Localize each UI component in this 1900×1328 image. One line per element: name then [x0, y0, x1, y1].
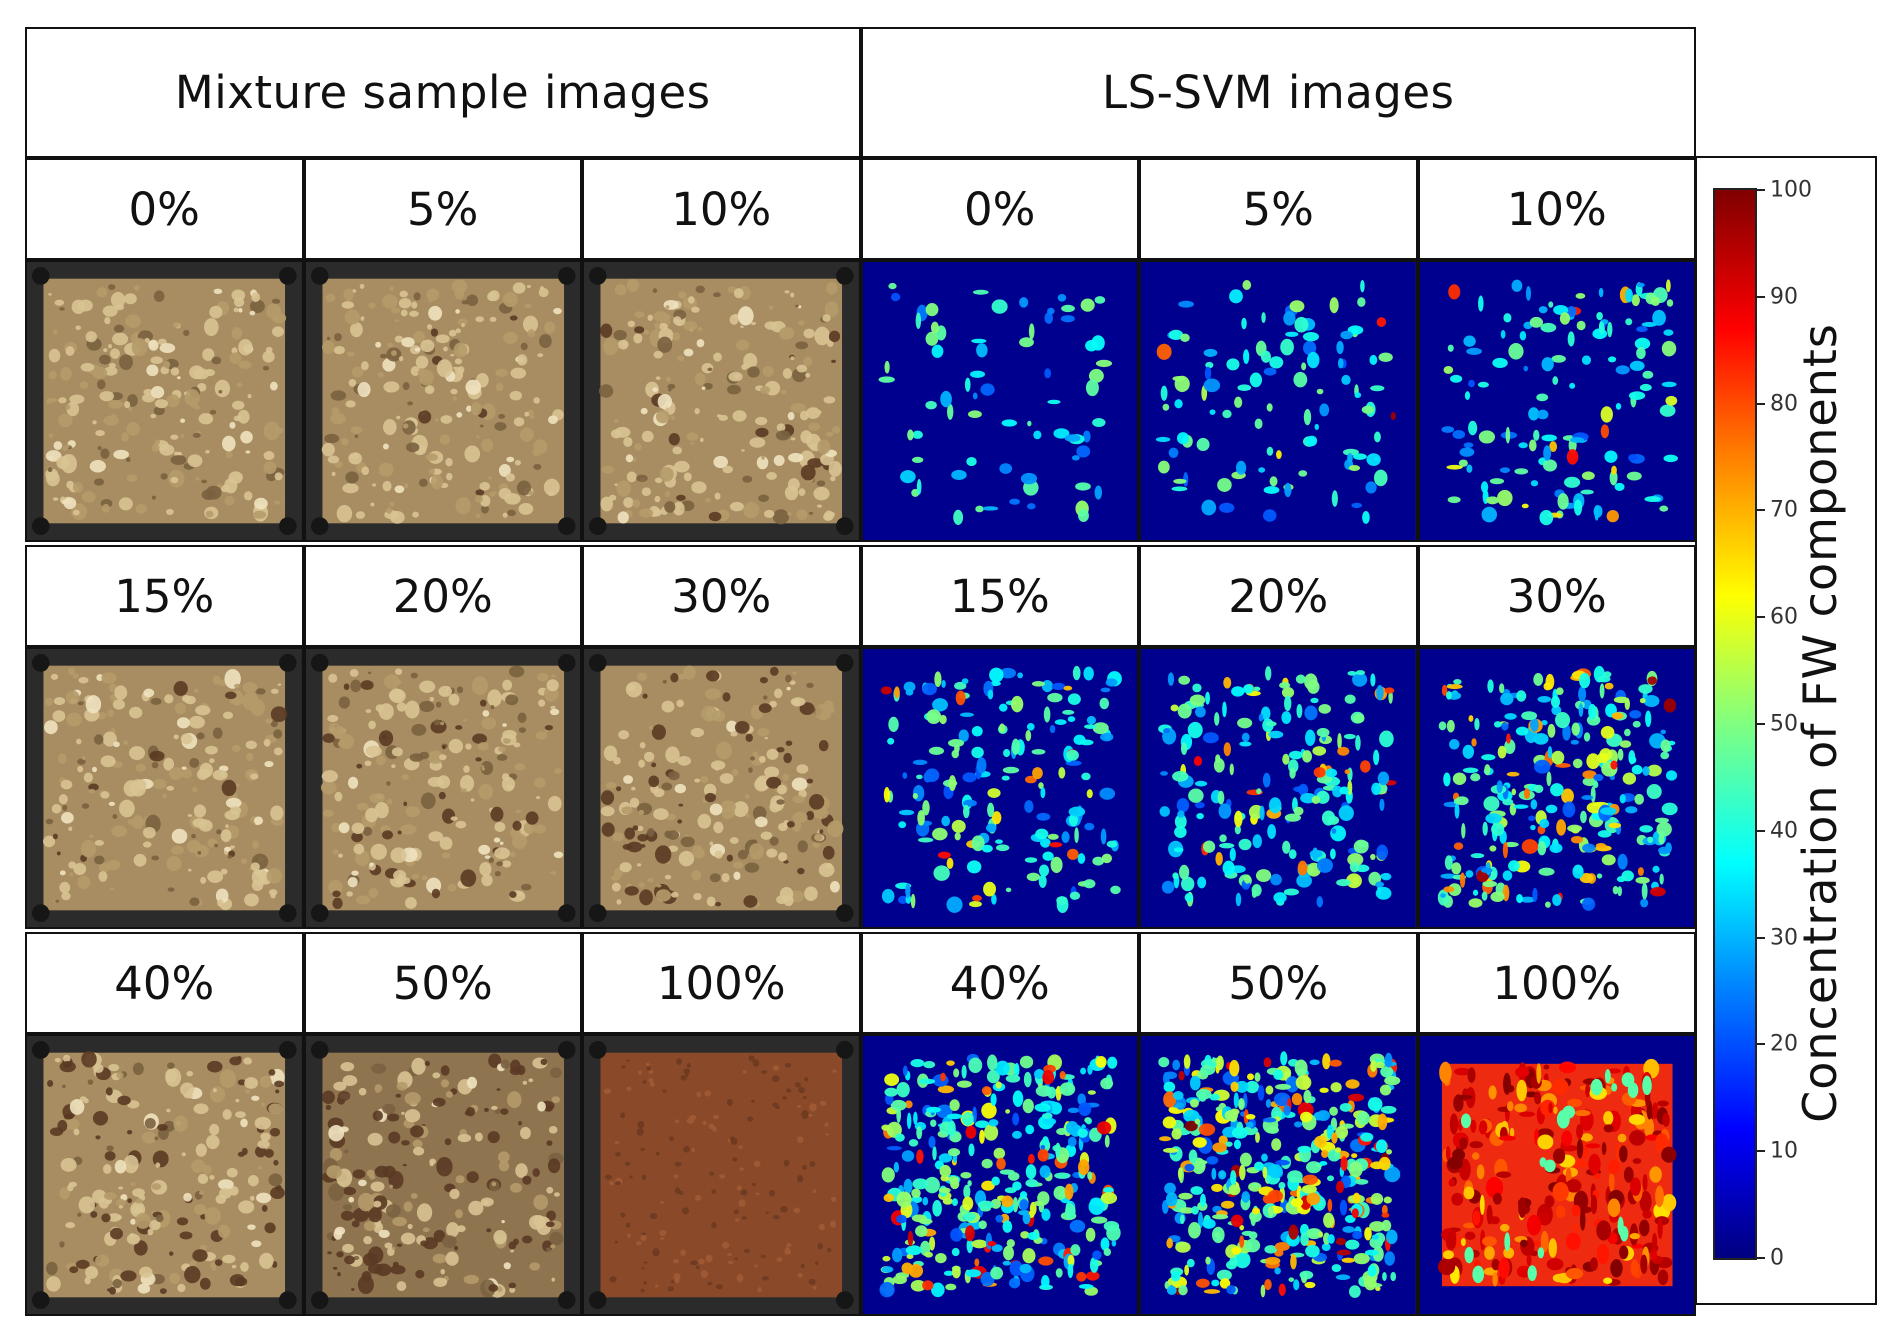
- percent-label: 20%: [1228, 569, 1329, 623]
- colorbar-tick-label: 100: [1770, 177, 1812, 203]
- percent-label: 50%: [392, 956, 493, 1010]
- mixture-sample-image-15pct: [25, 647, 304, 929]
- colorbar-tick-mark: [1757, 616, 1765, 619]
- mixture-sample-image-50pct: [303, 1034, 582, 1316]
- mixture-sample-image-0pct: [25, 260, 304, 542]
- row-3-label-mixture-1: 40%: [25, 932, 304, 1034]
- row-3-label-lssvm-1: 40%: [860, 932, 1139, 1034]
- row-3-label-lssvm-3: 100%: [1417, 932, 1696, 1034]
- percent-label: 50%: [1228, 956, 1329, 1010]
- percent-label: 30%: [671, 569, 772, 623]
- colorbar-tick-label: 70: [1770, 497, 1798, 523]
- mixture-sample-image-10pct: [582, 260, 861, 542]
- colorbar-tick-mark: [1757, 1257, 1765, 1259]
- percent-label: 10%: [671, 182, 772, 236]
- percent-label: 30%: [1506, 569, 1607, 623]
- row-2-label-lssvm-1: 15%: [860, 545, 1139, 647]
- lssvm-image-40pct: [860, 1034, 1139, 1316]
- row-1-label-mixture-2: 5%: [303, 158, 582, 260]
- lssvm-image-10pct: [1417, 260, 1696, 542]
- header-mixture-label: Mixture sample images: [174, 66, 711, 119]
- percent-label: 100%: [656, 956, 786, 1010]
- lssvm-image-5pct: [1139, 260, 1418, 542]
- colorbar-title: Concentration of FW components: [1793, 323, 1847, 1123]
- colorbar-tick-mark: [1757, 402, 1765, 405]
- colorbar-tick-mark: [1757, 723, 1765, 725]
- percent-label: 100%: [1492, 956, 1622, 1010]
- row-3-label-mixture-2: 50%: [303, 932, 582, 1034]
- row-3-label-lssvm-2: 50%: [1139, 932, 1418, 1034]
- header-mixture-sample-images: Mixture sample images: [25, 27, 861, 158]
- row-2-label-mixture-2: 20%: [303, 545, 582, 647]
- colorbar-tick-label: 30: [1770, 925, 1798, 951]
- lssvm-image-50pct: [1139, 1034, 1418, 1316]
- colorbar-tick-mark: [1757, 295, 1765, 298]
- colorbar-tick-label: 50: [1770, 711, 1798, 737]
- percent-label: 5%: [1242, 182, 1314, 236]
- row-1-label-mixture-3: 10%: [582, 158, 861, 260]
- percent-label: 0%: [128, 182, 200, 236]
- percent-label: 5%: [407, 182, 479, 236]
- percent-label: 40%: [114, 956, 215, 1010]
- colorbar-tick-mark: [1757, 189, 1765, 191]
- row-2-label-mixture-3: 30%: [582, 545, 861, 647]
- percent-label: 15%: [949, 569, 1050, 623]
- row-1-label-lssvm-1: 0%: [860, 158, 1139, 260]
- row-2-label-lssvm-3: 30%: [1417, 545, 1696, 647]
- percent-label: 15%: [114, 569, 215, 623]
- percent-label: 0%: [964, 182, 1036, 236]
- row-1-label-mixture-1: 0%: [25, 158, 304, 260]
- row-1-label-lssvm-3: 10%: [1417, 158, 1696, 260]
- colorbar-tick-label: 80: [1770, 391, 1798, 417]
- lssvm-image-100pct: [1417, 1034, 1696, 1316]
- colorbar-tick-mark: [1757, 1043, 1765, 1046]
- lssvm-image-20pct: [1139, 647, 1418, 929]
- mixture-sample-image-100pct: [582, 1034, 861, 1316]
- row-2-label-lssvm-2: 20%: [1139, 545, 1418, 647]
- row-2-label-mixture-1: 15%: [25, 545, 304, 647]
- row-1-label-lssvm-2: 5%: [1139, 158, 1418, 260]
- percent-label: 20%: [392, 569, 493, 623]
- percent-label: 40%: [949, 956, 1050, 1010]
- row-3-label-mixture-3: 100%: [582, 932, 861, 1034]
- colorbar-tick-mark: [1757, 936, 1765, 939]
- colorbar-tick-label: 60: [1770, 604, 1798, 630]
- lssvm-image-30pct: [1417, 647, 1696, 929]
- mixture-sample-image-30pct: [582, 647, 861, 929]
- colorbar-gradient: [1713, 188, 1757, 1260]
- mixture-sample-image-5pct: [303, 260, 582, 542]
- colorbar-tick-label: 40: [1770, 818, 1798, 844]
- colorbar-tick-label: 90: [1770, 284, 1798, 310]
- colorbar-tick-mark: [1757, 509, 1765, 512]
- colorbar-tick-label: 0: [1770, 1245, 1784, 1271]
- mixture-sample-image-20pct: [303, 647, 582, 929]
- colorbar-tick-mark: [1757, 1150, 1765, 1153]
- header-lssvm-label: LS-SVM images: [1102, 66, 1455, 119]
- percent-label: 10%: [1506, 182, 1607, 236]
- header-lssvm-images: LS-SVM images: [860, 27, 1696, 158]
- mixture-sample-image-40pct: [25, 1034, 304, 1316]
- lssvm-image-15pct: [860, 647, 1139, 929]
- colorbar-tick-label: 10: [1770, 1138, 1798, 1164]
- colorbar-tick-mark: [1757, 829, 1765, 832]
- lssvm-image-0pct: [860, 260, 1139, 542]
- figure-table: Mixture sample images LS-SVM images 0% 5% 10…: [25, 27, 1696, 1316]
- colorbar-tick-label: 20: [1770, 1031, 1798, 1057]
